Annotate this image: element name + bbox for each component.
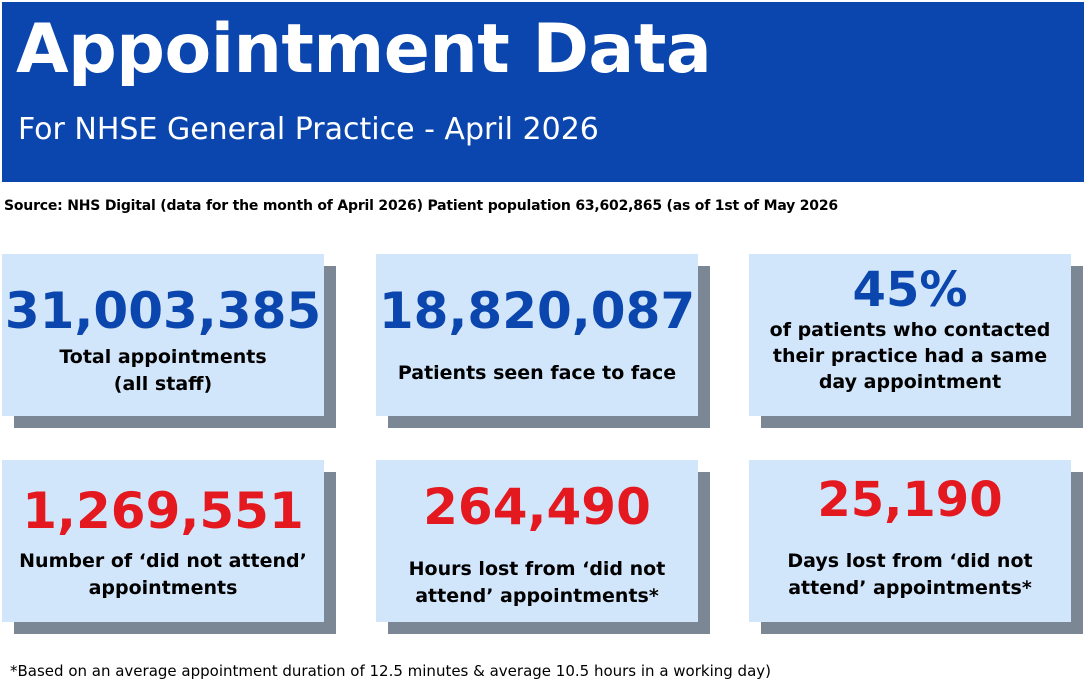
stat-label-line: Hours lost from ‘did not [408, 558, 666, 580]
stat-card-face-to-face: 18,820,087 Patients seen face to face [376, 254, 698, 416]
stat-label: Number of ‘did not attend’ appointments [2, 548, 324, 601]
page-subtitle: For NHSE General Practice - April 2026 [18, 112, 599, 147]
stat-value: 31,003,385 [4, 282, 322, 340]
source-line: Source: NHS Digital (data for the month … [4, 198, 838, 214]
stat-label-line: appointments [88, 576, 238, 599]
stat-label-line: (all staff) [113, 372, 213, 395]
stat-card-dna-appointments: 1,269,551 Number of ‘did not attend’ app… [2, 460, 324, 622]
stat-value: 45% [852, 262, 968, 318]
stat-label: Patients seen face to face [376, 360, 698, 387]
stat-value: 1,269,551 [22, 482, 304, 540]
stat-label-line: day appointment [818, 370, 1002, 393]
stat-label: of patients who contacted their practice… [749, 318, 1071, 395]
stat-label-line: Number of ‘did not attend’ [19, 550, 307, 572]
stat-label-line: attend’ appointments* [415, 584, 659, 607]
stat-card-same-day: 45% of patients who contacted their prac… [749, 254, 1071, 416]
stat-card-hours-lost: 264,490 Hours lost from ‘did not attend’… [376, 460, 698, 622]
stat-value: 264,490 [423, 478, 651, 536]
stat-label-line: attend’ appointments* [788, 576, 1032, 599]
page-title: Appointment Data [16, 10, 712, 89]
stat-label: Hours lost from ‘did not attend’ appoint… [376, 556, 698, 609]
stat-label-line: their practice had a same [772, 344, 1048, 367]
stat-card-days-lost: 25,190 Days lost from ‘did not attend’ a… [749, 460, 1071, 622]
stat-label-line: Patients seen face to face [397, 362, 677, 384]
stat-value: 18,820,087 [378, 282, 696, 340]
stat-label-line: Total appointments [59, 346, 267, 368]
stat-label-line: Days lost from ‘did not [787, 550, 1033, 572]
stat-value: 25,190 [817, 472, 1003, 528]
stat-label: Total appointments (all staff) [2, 344, 324, 397]
header-banner: Appointment Data For NHSE General Practi… [2, 2, 1084, 182]
footnote: *Based on an average appointment duratio… [10, 662, 771, 680]
stat-label-line: of patients who contacted [769, 319, 1051, 341]
stat-label: Days lost from ‘did not attend’ appointm… [749, 548, 1071, 601]
stat-card-total-appointments: 31,003,385 Total appointments (all staff… [2, 254, 324, 416]
